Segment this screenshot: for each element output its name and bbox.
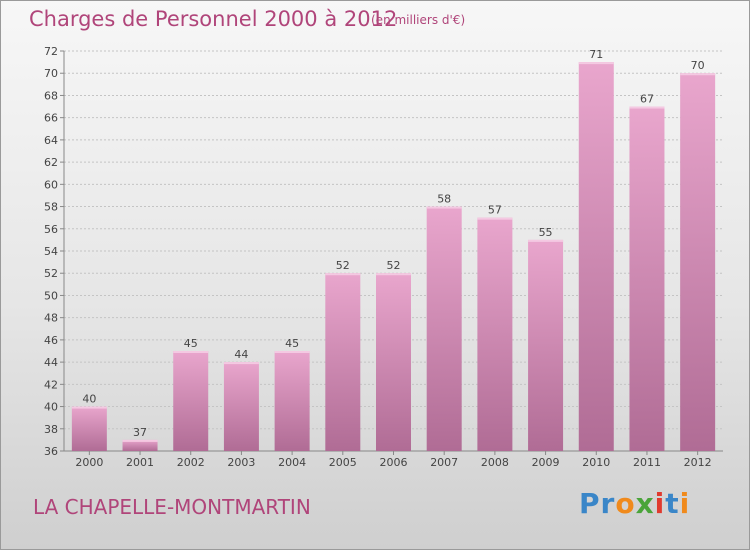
bar-top-highlight (223, 362, 259, 365)
y-tick-label: 70 (44, 67, 58, 80)
x-tick-label: 2004 (278, 456, 306, 469)
y-tick-label: 54 (44, 245, 58, 258)
chart-title: Charges de Personnel 2000 à 2012 (29, 7, 398, 31)
bar (629, 106, 665, 452)
y-tick-label: 38 (44, 423, 58, 436)
bar-value-label: 45 (184, 337, 198, 350)
bar-value-label: 57 (488, 204, 502, 217)
x-tick-label: 2001 (126, 456, 154, 469)
y-tick-label: 56 (44, 223, 58, 236)
bar-top-highlight (274, 351, 310, 353)
bar-top-highlight (578, 62, 614, 65)
logo-letter: i (679, 487, 691, 520)
bar-value-label: 71 (589, 48, 603, 61)
bar-top-highlight (71, 406, 107, 409)
bar-top-highlight (680, 73, 716, 76)
bar (71, 406, 107, 451)
bar (122, 439, 158, 451)
bar-value-label: 70 (691, 59, 705, 72)
y-tick-label: 66 (44, 112, 58, 125)
y-tick-label: 40 (44, 401, 58, 414)
bar (426, 206, 462, 451)
bar-top-highlight (173, 351, 209, 353)
bar-top-highlight (528, 239, 564, 242)
proxiti-logo: Proxiti (579, 487, 690, 520)
bar-value-label: 52 (387, 259, 401, 272)
y-tick-label: 36 (44, 445, 58, 458)
y-tick-label: 46 (44, 334, 58, 347)
x-tick-label: 2005 (329, 456, 357, 469)
bar-top-highlight (426, 206, 462, 209)
y-tick-label: 68 (44, 89, 58, 102)
labels: 40 2000 37 2001 45 2002 44 2003 45 2004 52 2005 52 20… (75, 48, 711, 469)
x-tick-label: 2003 (227, 456, 255, 469)
y-tick-label: 44 (44, 356, 58, 369)
x-tick-label: 2010 (582, 456, 610, 469)
y-tick-label: 62 (44, 156, 58, 169)
bar (325, 273, 361, 451)
bar (528, 239, 564, 451)
bar-value-label: 67 (640, 93, 654, 106)
bar-value-label: 55 (539, 226, 553, 239)
bar-top-highlight (376, 273, 411, 276)
x-tick-label: 2012 (684, 456, 712, 469)
bar-value-label: 37 (133, 426, 147, 439)
bar-value-label: 52 (336, 259, 350, 272)
bar (223, 362, 259, 451)
bar (477, 217, 513, 451)
bar (578, 62, 614, 451)
bars (71, 62, 716, 452)
y-tick-label: 48 (44, 312, 58, 325)
bar-top-highlight (122, 439, 158, 442)
y-tick-label: 58 (44, 201, 58, 214)
x-tick-label: 2009 (532, 456, 560, 469)
bar (680, 73, 716, 451)
bar (173, 351, 209, 451)
bar (376, 273, 411, 451)
bar (274, 351, 310, 451)
logo-letter: P (579, 487, 601, 520)
bar-value-label: 45 (285, 337, 299, 350)
x-tick-label: 2000 (75, 456, 103, 469)
y-tick-label: 42 (44, 378, 58, 391)
y-tick-label: 60 (44, 178, 58, 191)
x-tick-label: 2006 (380, 456, 408, 469)
x-tick-label: 2011 (633, 456, 661, 469)
bar-value-label: 44 (234, 348, 248, 361)
y-tick-label: 52 (44, 267, 58, 280)
logo-letter: x (635, 487, 655, 520)
bar-top-highlight (629, 106, 665, 109)
logo-letter: r (600, 487, 616, 520)
x-tick-label: 2007 (430, 456, 458, 469)
logo-letter: t (665, 487, 680, 520)
x-tick-label: 2002 (177, 456, 205, 469)
logo-letter: o (615, 487, 636, 520)
y-tick-label: 50 (44, 289, 58, 302)
y-tick-label: 64 (44, 134, 58, 147)
x-tick-label: 2008 (481, 456, 509, 469)
chart-subtitle: (en milliers d'€) (371, 13, 466, 27)
bar-top-highlight (325, 273, 361, 276)
y-tick-label: 72 (44, 45, 58, 58)
bar-value-label: 58 (437, 193, 451, 206)
bar-top-highlight (477, 217, 513, 220)
axes: 36 38 40 42 44 46 48 50 52 54 56 58 60 62 64 66 68 70 72 (44, 45, 723, 458)
bar-value-label: 40 (82, 393, 96, 406)
commune-name: LA CHAPELLE-MONTMARTIN (33, 495, 311, 519)
logo-letter: i (654, 487, 666, 520)
